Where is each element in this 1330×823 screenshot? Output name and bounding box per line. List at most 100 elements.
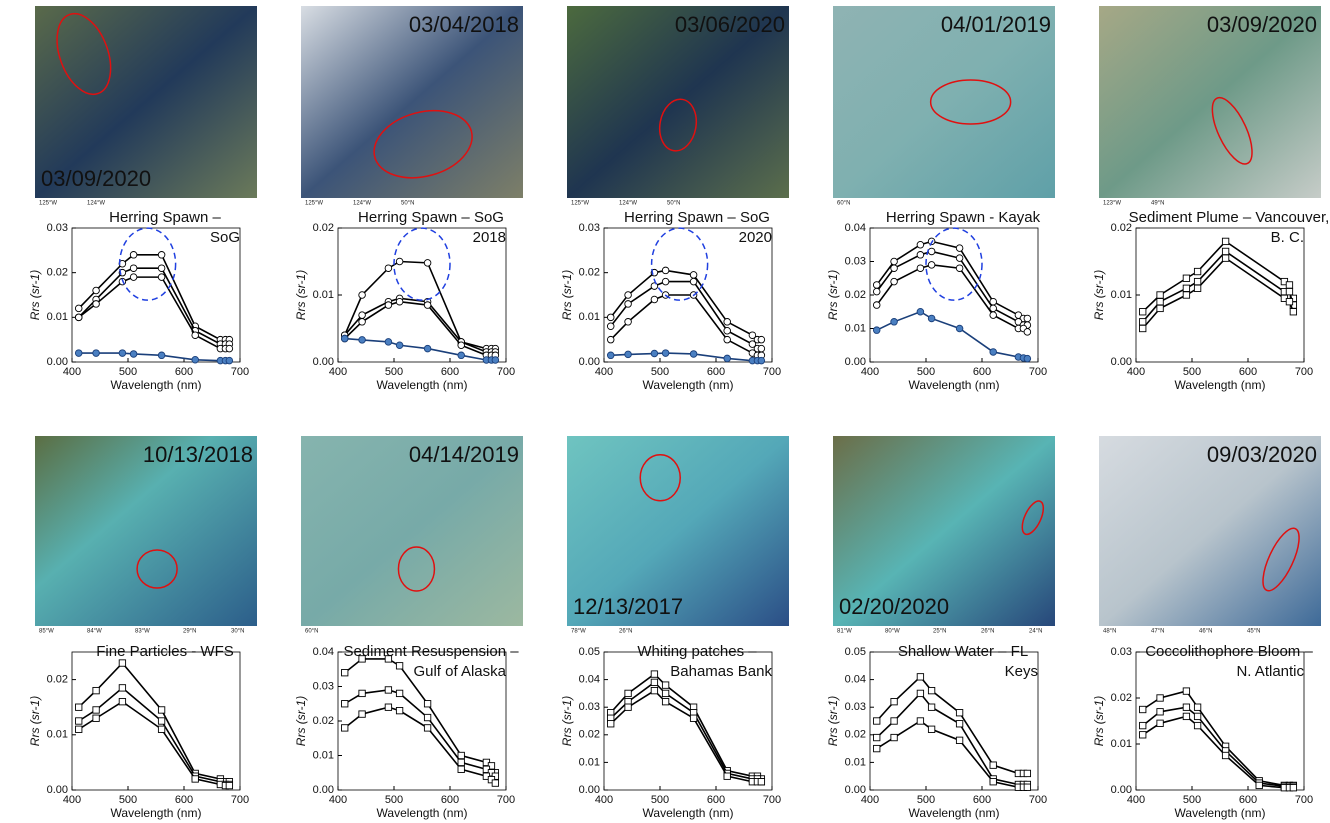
map-label: 125°W: [571, 201, 589, 207]
data-point: [723, 354, 731, 363]
data-point: [757, 335, 766, 344]
x-axis-label: Wavelength (nm): [377, 806, 468, 820]
data-point: [157, 706, 166, 714]
map-label: 124°W: [87, 201, 105, 207]
y-tick-label: 0.03: [313, 680, 334, 692]
y-tick-label: 0.01: [845, 756, 866, 768]
data-point: [157, 264, 166, 272]
data-point: [157, 251, 166, 259]
data-point: [1156, 304, 1164, 313]
map-label: 123°W: [1103, 201, 1121, 207]
panel-caption: Sediment Resuspension –: [343, 643, 519, 660]
data-point: [955, 324, 964, 333]
data-point: [872, 287, 881, 296]
panel-caption: B. C.: [1271, 229, 1304, 246]
y-tick-label: 0.00: [313, 356, 334, 368]
y-tick-label: 0.00: [313, 784, 334, 796]
data-point: [1023, 354, 1032, 363]
x-tick-label: 600: [175, 794, 193, 806]
data-point: [955, 254, 964, 262]
data-point: [358, 689, 366, 698]
region-highlight: [136, 549, 178, 589]
map-label: 30°N: [231, 629, 244, 635]
y-tick-label: 0.05: [579, 646, 600, 658]
map-label: 60°N: [305, 629, 318, 635]
data-point: [423, 259, 432, 267]
map-label: 125°W: [305, 201, 323, 207]
data-point: [92, 686, 100, 695]
x-tick-label: 700: [763, 366, 781, 378]
data-point: [927, 247, 936, 256]
x-tick-label: 500: [917, 794, 935, 806]
region-highlight: [1211, 96, 1253, 165]
x-tick-label: 700: [231, 794, 249, 806]
spectrum-line: [78, 686, 230, 786]
y-tick-label: 0.01: [845, 322, 866, 334]
data-point: [341, 669, 349, 677]
y-tick-label: 0.03: [579, 701, 600, 713]
data-point: [1193, 277, 1202, 286]
map-label: 26°N: [981, 629, 994, 635]
data-point: [661, 689, 670, 698]
data-point: [872, 326, 881, 334]
panel-caption: Herring Spawn – SoG: [624, 209, 770, 226]
x-tick-label: 500: [385, 366, 403, 378]
data-point: [1139, 308, 1147, 316]
data-point: [757, 344, 766, 353]
data-point: [423, 344, 432, 353]
map-label: 60°N: [837, 201, 850, 207]
data-point: [1193, 712, 1202, 721]
x-axis-label: Wavelength (nm): [111, 378, 202, 392]
y-axis-label: Rrs (sr-1): [28, 270, 42, 320]
map-label: 124°W: [619, 201, 637, 207]
map-label: 125°W: [39, 201, 57, 207]
spectrum-line: [344, 297, 496, 353]
data-point: [423, 301, 432, 309]
satellite-map: [833, 6, 1055, 198]
highlight-circle: [925, 227, 983, 301]
y-tick-label: 0.04: [845, 222, 866, 234]
data-point: [1182, 274, 1191, 282]
data-point: [748, 331, 757, 339]
data-point: [1193, 703, 1202, 711]
y-axis-label: Rrs (sr-1): [826, 696, 840, 746]
data-point: [225, 356, 234, 365]
x-axis-label: Wavelength (nm): [1175, 806, 1266, 820]
x-axis-label: Wavelength (nm): [643, 378, 734, 392]
spectrum-line: [610, 681, 762, 783]
data-point: [340, 334, 349, 343]
data-point: [358, 311, 366, 319]
data-point: [225, 344, 234, 353]
data-point: [1156, 291, 1164, 299]
data-point: [927, 314, 936, 323]
region-highlight: [1262, 527, 1300, 592]
data-point: [92, 300, 100, 308]
data-point: [916, 240, 925, 249]
data-point: [606, 322, 615, 331]
y-axis-label: Rrs (sr-1): [826, 270, 840, 320]
y-tick-label: 0.02: [313, 715, 334, 727]
x-axis-label: Wavelength (nm): [909, 378, 1000, 392]
data-point: [890, 318, 898, 326]
data-point: [457, 341, 465, 350]
x-tick-label: 600: [441, 794, 459, 806]
x-axis-label: Wavelength (nm): [111, 806, 202, 820]
panel-caption: 2020: [739, 229, 772, 246]
data-point: [1182, 703, 1191, 711]
x-tick-label: 600: [973, 366, 991, 378]
data-point: [157, 273, 166, 281]
x-tick-label: 400: [63, 366, 81, 378]
y-tick-label: 0.00: [579, 356, 600, 368]
date-label: 03/06/2020: [675, 12, 785, 37]
data-point: [1289, 784, 1298, 792]
data-point: [624, 291, 632, 299]
data-point: [757, 356, 766, 365]
data-point: [916, 689, 925, 698]
data-point: [1182, 712, 1191, 721]
data-point: [74, 349, 83, 357]
data-point: [1193, 721, 1202, 730]
data-point: [92, 714, 100, 722]
data-point: [989, 778, 997, 786]
spectrum-line: [876, 310, 1028, 360]
data-point: [457, 758, 465, 767]
